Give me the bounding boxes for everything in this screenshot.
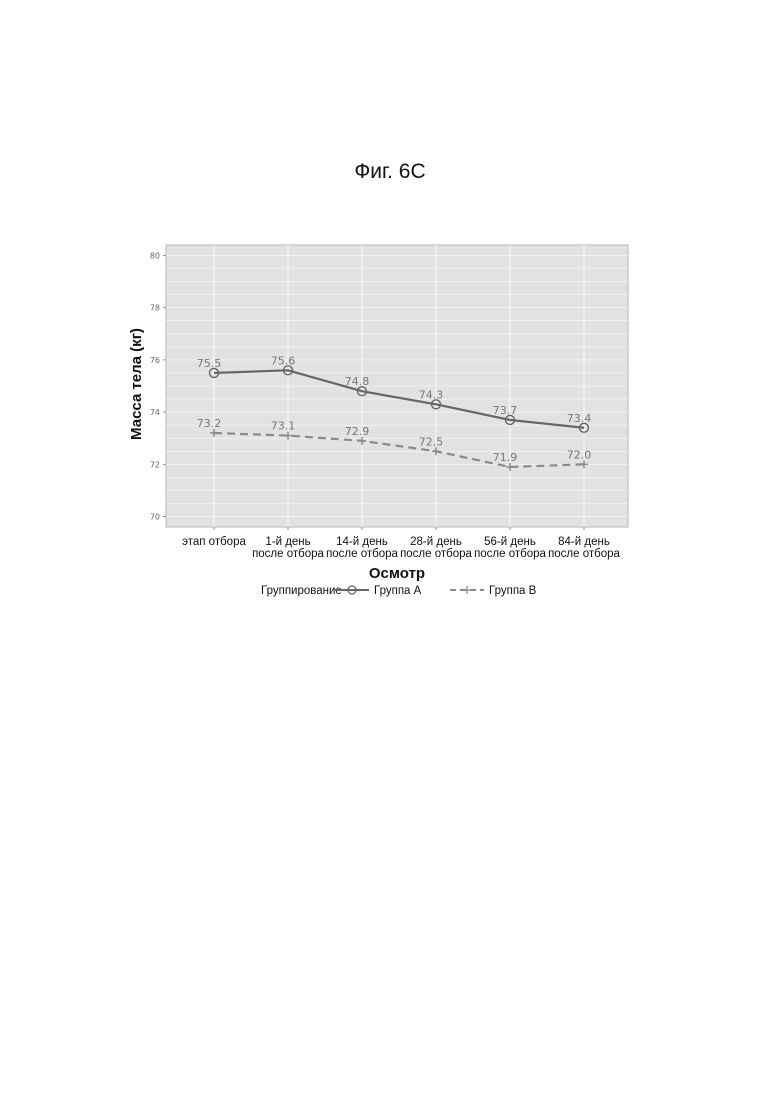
y-tick-label: 76 (150, 356, 160, 365)
data-label: 73.7 (493, 404, 518, 417)
x-tick-label: 1-й деньпосле отбора (252, 536, 324, 560)
x-tick-label: этап отбора (182, 536, 246, 548)
data-label: 74.3 (419, 388, 444, 401)
y-tick-label: 72 (150, 460, 160, 469)
legend: Группирование Группа A Группа B (261, 585, 537, 597)
data-label: 75.6 (271, 354, 296, 367)
data-label: 73.2 (197, 417, 222, 430)
data-label: 74.8 (345, 375, 370, 388)
data-label: 75.5 (197, 357, 222, 370)
y-tick-label: 70 (150, 513, 160, 522)
data-label: 72.9 (345, 425, 370, 438)
x-tick-label: 28-й деньпосле отбора (400, 536, 472, 560)
x-tick-label: 14-й деньпосле отбора (326, 536, 398, 560)
x-axis-title: Осмотр (369, 565, 425, 582)
legend-entry: Группа A (374, 585, 422, 597)
y-axis-title: Масса тела (кг) (128, 328, 145, 440)
x-tick-label: 56-й деньпосле отбора (474, 536, 546, 560)
legend-entry: Группа B (489, 585, 537, 597)
y-tick-label: 74 (150, 408, 160, 417)
data-label: 72.0 (567, 448, 592, 461)
legend-title: Группирование (261, 585, 342, 597)
data-label: 73.4 (567, 412, 592, 425)
y-tick-label: 78 (150, 304, 160, 313)
x-tick-label: 84-й деньпосле отбора (548, 536, 620, 560)
data-label: 73.1 (271, 420, 296, 433)
legend-key-marker (463, 586, 471, 594)
y-tick-label: 80 (150, 251, 160, 260)
data-label: 72.5 (419, 435, 444, 448)
data-label: 71.9 (493, 451, 518, 464)
